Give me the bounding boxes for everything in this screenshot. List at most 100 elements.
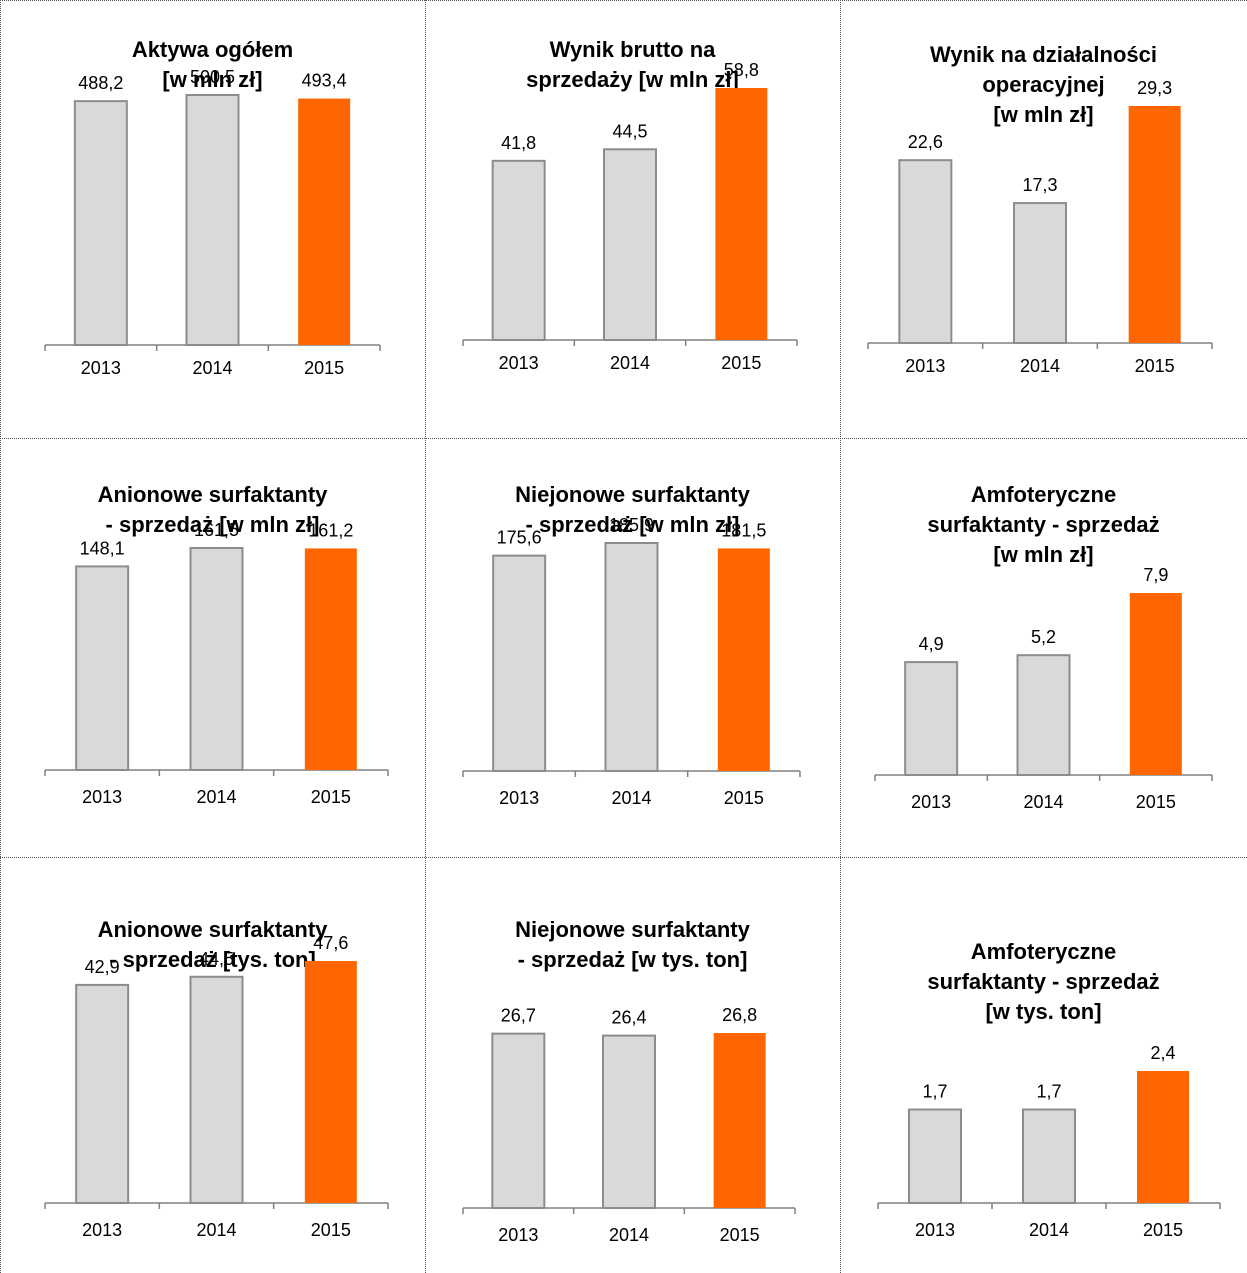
top-border (0, 0, 1247, 1)
chart-title-line: Niejonowe surfaktanty (515, 917, 750, 942)
x-tick-label: 2015 (311, 1220, 351, 1240)
chart-panel-amfoteryczne-ton: Amfoteryczne surfaktanty - sprzedaż [w tys… (840, 857, 1247, 1273)
bar-2014 (185, 94, 240, 346)
data-label: 26,4 (611, 1008, 646, 1028)
chart-panel-wynik-operacyjny: Wynik na działalności operacyjnej [w mln z… (840, 0, 1247, 438)
chart-panel-anionowe-ton: Anionowe surfaktanty - sprzedaż [tys. ton… (0, 857, 425, 1273)
chart-title-line: Wynik brutto na (549, 37, 716, 62)
x-tick-label: 2015 (1136, 792, 1176, 812)
chart-title: Amfoteryczne surfaktanty - sprzedaż [w mln… (840, 480, 1247, 570)
bar-2013 (75, 565, 130, 771)
chart-title: Wynik na działalności operacyjnej [w mln z… (840, 40, 1247, 130)
bar-2014 (1022, 1108, 1076, 1204)
bar-2013 (908, 1108, 962, 1204)
data-label: 2,4 (1150, 1043, 1175, 1063)
x-tick-label: 2014 (1029, 1220, 1069, 1240)
x-tick-label: 2013 (81, 358, 121, 378)
chart-panel-wynik-brutto: Wynik brutto na sprzedaży [w mln zł] 41,8 2… (425, 0, 840, 438)
data-label: 161,2 (308, 520, 353, 540)
chart-title-line: sprzedaży [w mln zł] (526, 67, 739, 92)
x-tick-label: 2013 (499, 353, 539, 373)
data-label: 175,6 (497, 528, 542, 548)
data-label: 29,3 (1137, 78, 1172, 98)
bar-chart: 26,7 2013 26,4 2014 26,8 2015 (462, 1005, 796, 1245)
bar-chart: 41,8 2013 44,5 2014 58,8 2015 (462, 60, 798, 373)
bar-chart: 1,7 2013 1,7 2014 2,4 2015 (877, 1043, 1221, 1240)
bar-2015 (298, 98, 351, 346)
chart-title: Aktywa ogółem [w mln zł] (0, 35, 425, 95)
bar-2013 (492, 554, 547, 772)
chart-title-line: [w mln zł] (162, 67, 263, 92)
chart-title-line: Wynik na działalności (930, 42, 1157, 67)
bar-2014 (189, 975, 244, 1205)
row-divider (0, 438, 1247, 439)
x-tick-label: 2014 (196, 1220, 236, 1240)
bar-2014 (603, 148, 657, 341)
chart-title: Anionowe surfaktanty - sprzedaż [w mln zł… (0, 480, 425, 540)
bar-2013 (491, 159, 546, 341)
x-tick-label: 2014 (610, 353, 650, 373)
bar-2015 (717, 548, 770, 771)
x-tick-label: 2013 (498, 1225, 538, 1245)
bar-2015 (1137, 1071, 1189, 1203)
bar-chart: 488,2 2013 500,5 2014 493,4 2015 (44, 67, 381, 378)
data-label: 42,9 (85, 957, 120, 977)
chart-title-line: [w tys. ton] (985, 999, 1102, 1024)
bar-2013 (73, 100, 128, 346)
chart-panel-anionowe-mln: Anionowe surfaktanty - sprzedaż [w mln zł… (0, 438, 425, 857)
chart-title-line: surfaktanty - sprzedaż (927, 969, 1160, 994)
data-label: 493,4 (302, 71, 347, 91)
chart-title-line: [w mln zł] (993, 102, 1094, 127)
x-tick-label: 2013 (82, 1220, 122, 1240)
bar-chart: 42,9 2013 44,5 2014 47,6 2015 (44, 933, 389, 1240)
data-label: 148,1 (80, 538, 125, 558)
chart-title-line: Aktywa ogółem (131, 37, 294, 62)
x-tick-label: 2015 (1143, 1220, 1183, 1240)
chart-title-line: - sprzedaż [w mln zł] (105, 512, 320, 537)
chart-panel-niejonowe-ton: Niejonowe surfaktanty - sprzedaż [w tys. … (425, 857, 840, 1273)
bar-2015 (1129, 593, 1182, 775)
chart-title: Niejonowe surfaktanty - sprzedaż [w tys. … (425, 915, 840, 975)
data-label: 22,6 (908, 132, 943, 152)
x-tick-label: 2014 (196, 787, 236, 807)
chart-title-line: Amfoteryczne (970, 939, 1117, 964)
x-tick-label: 2014 (192, 358, 232, 378)
chart-title-line: - sprzedaż [w mln zł] (525, 512, 740, 537)
x-tick-label: 2013 (82, 787, 122, 807)
x-tick-label: 2013 (911, 792, 951, 812)
bar-2014 (1013, 202, 1067, 344)
chart-title-line: Amfoteryczne (970, 482, 1117, 507)
bar-2013 (904, 661, 959, 776)
bar-2013 (898, 159, 953, 344)
x-tick-label: 2014 (609, 1225, 649, 1245)
bar-2015 (304, 548, 357, 770)
chart-title: Niejonowe surfaktanty - sprzedaż [w mln z… (425, 480, 840, 540)
column-divider (425, 0, 426, 1273)
chart-panel-aktywa: Aktywa ogółem [w mln zł] 488,2 2013 500,5 201… (0, 0, 425, 438)
x-tick-label: 2014 (611, 788, 651, 808)
data-label: 47,6 (313, 933, 348, 953)
data-label: 500,5 (190, 67, 235, 87)
data-label: 5,2 (1031, 627, 1056, 647)
bar-2015 (304, 961, 357, 1203)
x-tick-label: 2013 (905, 356, 945, 376)
chart-title: Amfoteryczne surfaktanty - sprzedaż [w tys… (840, 937, 1247, 1027)
bar-2015 (1128, 106, 1181, 343)
data-label: 17,3 (1022, 175, 1057, 195)
data-label: 26,8 (722, 1005, 757, 1025)
chart-title-line: Anionowe surfaktanty (97, 917, 328, 942)
data-label: 44,5 (199, 949, 234, 969)
chart-panel-amfoteryczne-mln: Amfoteryczne surfaktanty - sprzedaż [w mln… (840, 438, 1247, 857)
data-label: 181,5 (721, 520, 766, 540)
chart-title: Wynik brutto na sprzedaży [w mln zł] (425, 35, 840, 95)
x-tick-label: 2014 (1023, 792, 1063, 812)
x-tick-label: 2013 (915, 1220, 955, 1240)
bar-2015 (715, 88, 768, 340)
data-label: 185,9 (609, 515, 654, 535)
x-tick-label: 2013 (499, 788, 539, 808)
data-label: 58,8 (724, 60, 759, 80)
data-label: 7,9 (1143, 565, 1168, 585)
bar-2014 (1016, 654, 1071, 776)
data-label: 1,7 (922, 1082, 947, 1102)
